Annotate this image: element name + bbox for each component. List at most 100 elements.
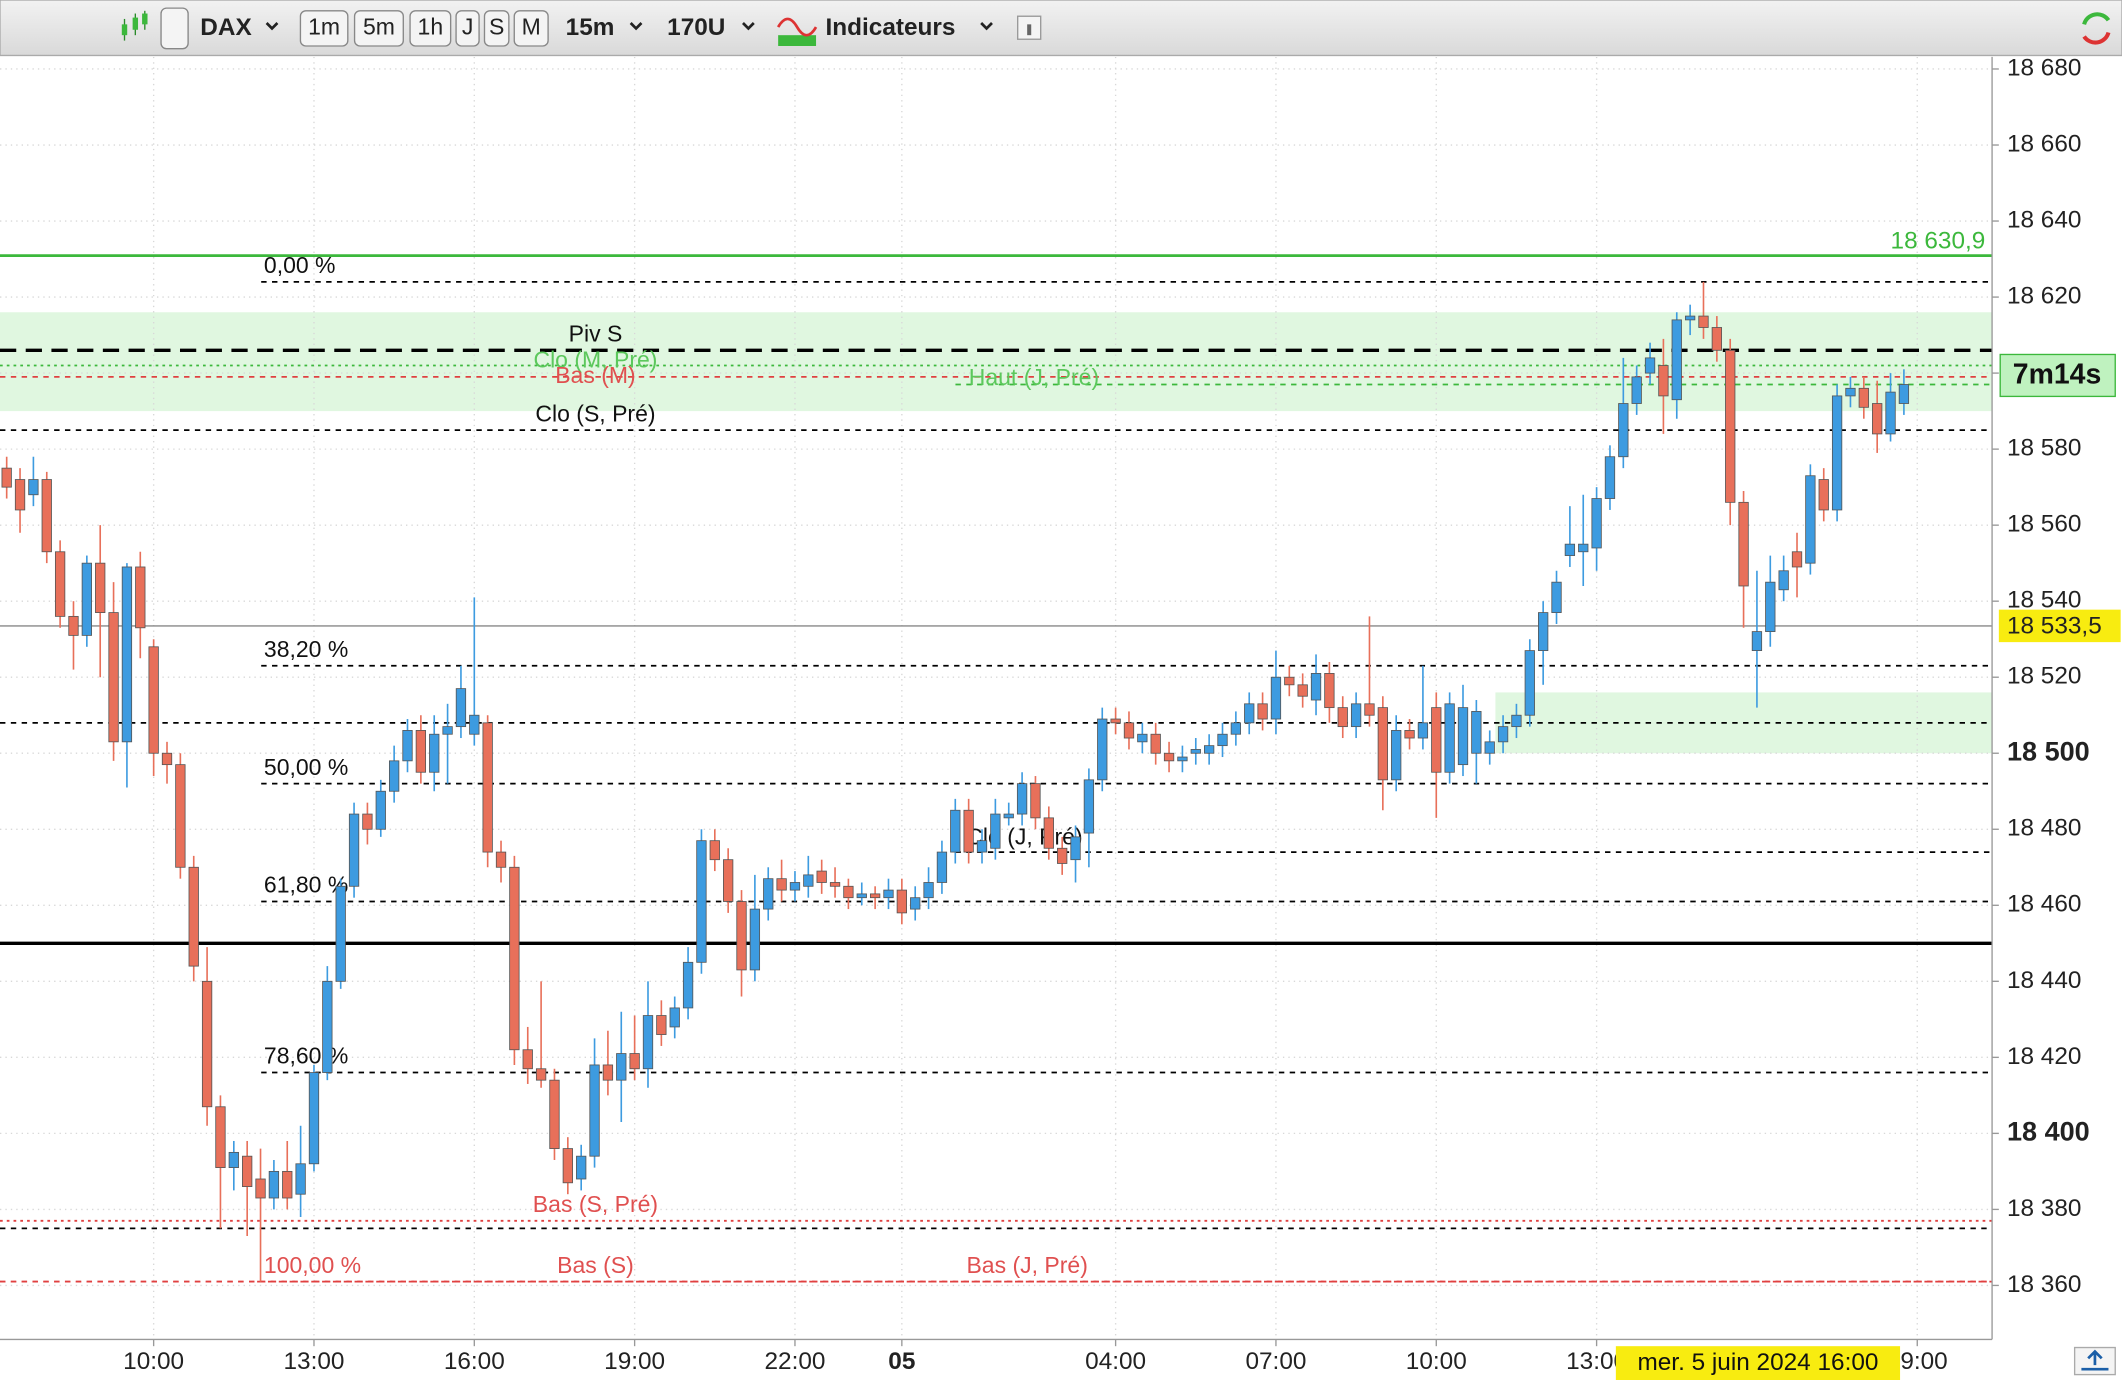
candle-body <box>1444 703 1455 773</box>
candle-body <box>1404 730 1415 739</box>
candle-body <box>1257 703 1268 720</box>
candle-body <box>1163 752 1175 762</box>
candle-body <box>469 714 480 735</box>
chart-type-icon[interactable] <box>121 10 148 41</box>
level-label: Piv S <box>569 320 623 346</box>
candle-body <box>1270 676 1282 720</box>
candle-body <box>1391 730 1402 781</box>
candle-body <box>816 870 827 883</box>
candle-body <box>1778 570 1789 591</box>
y-tick-label: 18 360 <box>2007 1271 2081 1298</box>
candle-body <box>308 1072 320 1165</box>
candle-body <box>1057 847 1068 864</box>
timer: 7m14s <box>2013 359 2101 391</box>
candle-body <box>1043 817 1054 849</box>
candle-body <box>402 730 413 762</box>
candle-body <box>1150 733 1161 754</box>
candle-body <box>322 980 333 1073</box>
candle-body <box>1377 707 1388 781</box>
period-label[interactable]: 1m <box>308 13 340 39</box>
level-label: Bas (S, Pré) <box>533 1191 658 1217</box>
period-button[interactable] <box>409 10 452 47</box>
period-button[interactable] <box>513 10 549 47</box>
period-button[interactable] <box>455 10 480 47</box>
candle-body <box>1 467 12 488</box>
candle-body <box>896 889 907 914</box>
candle-body <box>789 882 801 891</box>
candle-body <box>990 813 1001 849</box>
period-label[interactable]: S <box>489 13 504 39</box>
link-button[interactable] <box>160 7 189 50</box>
dropdown-arrow <box>980 22 993 31</box>
period-button[interactable] <box>353 10 404 47</box>
x-tick-label: 07:00 <box>1245 1348 1306 1375</box>
candle-body <box>1818 479 1829 511</box>
candle-body <box>1364 703 1375 716</box>
symbol[interactable]: DAX <box>200 14 252 41</box>
units[interactable]: 170U <box>667 14 725 41</box>
candle-body <box>242 1155 253 1188</box>
period-label[interactable]: J <box>462 13 474 39</box>
candle-body <box>1524 650 1535 716</box>
candle-body <box>455 688 467 728</box>
y-tick-label: 18 520 <box>2007 663 2081 690</box>
refresh-icon[interactable] <box>2082 12 2111 45</box>
y-tick-label: 18 400 <box>2007 1117 2090 1147</box>
indicators-icon[interactable] <box>776 17 818 46</box>
candle-body <box>1230 722 1242 735</box>
x-tick-label: 19:00 <box>604 1348 665 1375</box>
candle-body <box>1644 357 1656 374</box>
indicators[interactable]: Indicateurs <box>826 14 956 41</box>
current-price-label: 18 533,5 <box>2007 613 2102 640</box>
candle-body <box>1698 315 1709 328</box>
candle-body <box>482 722 493 853</box>
candle-body <box>562 1148 573 1184</box>
y-tick-label: 18 620 <box>2007 283 2081 310</box>
candle-body <box>415 730 427 773</box>
candle-body <box>1217 733 1228 747</box>
period-label[interactable]: M <box>522 13 541 39</box>
candle-body <box>616 1053 627 1081</box>
cursor-date: mer. 5 juin 2024 16:00 <box>1637 1349 1878 1376</box>
candle-body <box>348 813 360 887</box>
x-tick-label: 22:00 <box>764 1348 825 1375</box>
y-tick-label: 18 560 <box>2007 511 2081 538</box>
period-label[interactable]: 5m <box>363 13 395 39</box>
candle-body <box>1244 703 1255 724</box>
scroll-button[interactable] <box>2073 1346 2116 1376</box>
timeframe[interactable]: 15m <box>566 14 615 41</box>
candle-body <box>1497 726 1509 743</box>
candle-body <box>843 885 854 899</box>
candle-body <box>54 551 66 617</box>
period-label[interactable]: 1h <box>418 13 444 39</box>
candle-body <box>829 882 841 887</box>
candle-body <box>1457 707 1469 766</box>
dropdown-arrow <box>742 22 755 31</box>
timer-box <box>1999 353 2116 398</box>
price-axis: 18 360 18 380 18 400 18 420 18 440 18 460 18 4… <box>1992 54 2090 1298</box>
period-button[interactable] <box>483 10 510 47</box>
level-label: 100,00 % <box>264 1252 361 1278</box>
candle-body <box>910 897 921 910</box>
candle-body <box>295 1163 306 1195</box>
candle-body <box>1551 581 1562 613</box>
level-label: Clo (S, Pré) <box>535 400 655 426</box>
zone <box>0 312 1993 412</box>
candle-body <box>1845 387 1856 397</box>
candle-body <box>1337 707 1348 728</box>
y-tick-label: 18 680 <box>2007 54 2081 81</box>
candle-body <box>375 790 386 830</box>
candle-body <box>362 813 373 830</box>
candle-body <box>1618 403 1629 458</box>
period-button[interactable] <box>299 10 349 47</box>
candle-body <box>1350 703 1362 728</box>
candle-body <box>656 1015 667 1035</box>
y-tick-label: 18 480 <box>2007 815 2081 842</box>
candle-body <box>1471 711 1482 754</box>
candle-body <box>535 1068 547 1081</box>
candle-body <box>736 901 747 971</box>
candle-body <box>442 726 453 735</box>
candle-body <box>1431 707 1442 773</box>
